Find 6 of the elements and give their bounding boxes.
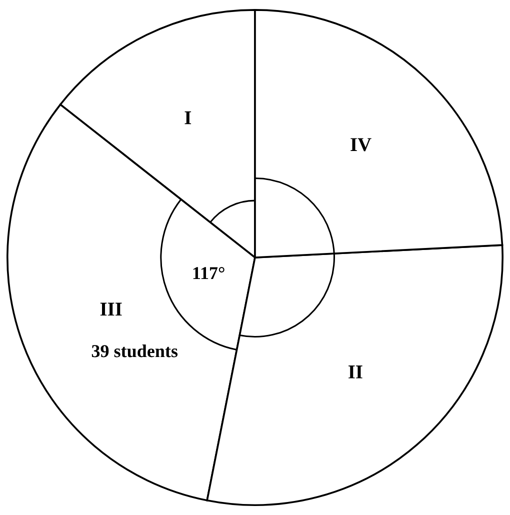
slice-label: II (348, 366, 362, 378)
slice-label: I (184, 111, 192, 124)
text: 39 students (92, 344, 178, 358)
slice-label: IV (350, 138, 372, 152)
text: 117° (193, 267, 224, 280)
slice-label: III (100, 302, 122, 316)
